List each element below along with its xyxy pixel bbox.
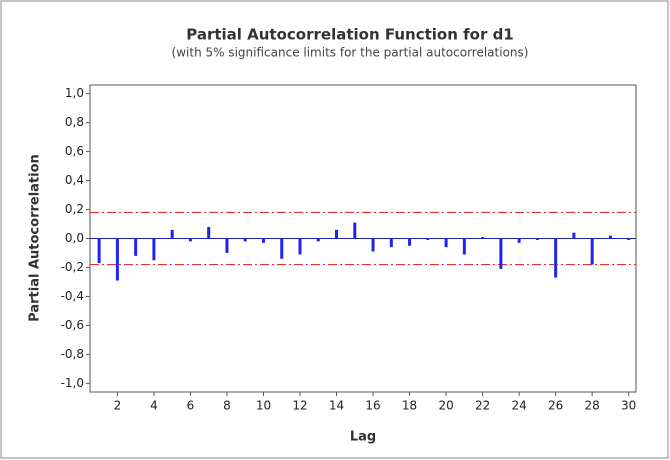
x-tick-label: 12 [292, 399, 307, 413]
x-tick-label: 16 [365, 399, 380, 413]
bar [572, 232, 576, 239]
x-tick-label: 4 [150, 399, 158, 413]
x-tick-label: 24 [511, 399, 526, 413]
bar [207, 226, 211, 239]
y-tick-label: 1,0 [65, 86, 84, 100]
y-tick-label: 0,2 [65, 202, 84, 216]
y-axis-label: Partial Autocorrelation [28, 154, 43, 322]
bar [426, 238, 430, 240]
x-tick-label: 20 [438, 399, 453, 413]
bar [115, 238, 119, 281]
x-tick-label: 28 [585, 399, 600, 413]
y-tick-label: -1,0 [61, 376, 84, 390]
bar [499, 238, 503, 269]
bar [627, 238, 631, 240]
bar [225, 238, 229, 253]
bar [608, 235, 612, 239]
bar [444, 238, 448, 248]
y-tick-label: -0,2 [61, 260, 84, 274]
x-tick-label: 10 [256, 399, 271, 413]
bar [316, 238, 320, 242]
bar [170, 229, 174, 239]
x-tick-label: 14 [329, 399, 344, 413]
bar [408, 238, 412, 246]
x-tick-label: 2 [114, 399, 122, 413]
y-tick-label: -0,6 [61, 318, 84, 332]
x-tick-label: 18 [402, 399, 417, 413]
y-tick-label: 0,8 [65, 115, 84, 129]
bar [517, 238, 521, 243]
bar [554, 238, 558, 278]
y-tick-label: 0,6 [65, 144, 84, 158]
bar [261, 238, 265, 243]
bar [335, 229, 339, 239]
chart-title: Partial Autocorrelation Function for d1 [186, 26, 514, 44]
bar [280, 238, 284, 259]
x-tick-label: 8 [223, 399, 231, 413]
bar [462, 238, 466, 255]
bar [188, 238, 192, 242]
bar [371, 238, 375, 252]
bar [298, 238, 302, 255]
chart-subtitle: (with 5% significance limits for the par… [172, 46, 529, 60]
x-tick-label: 30 [621, 399, 636, 413]
x-axis-label: Lag [350, 430, 376, 445]
bar [590, 238, 594, 265]
y-tick-label: 0,0 [65, 231, 84, 245]
x-tick-label: 22 [475, 399, 490, 413]
bar [389, 238, 393, 248]
bar [152, 238, 156, 261]
y-tick-label: -0,8 [61, 347, 84, 361]
y-tick-label: -0,4 [61, 289, 84, 303]
bar [481, 237, 485, 239]
bar [134, 238, 138, 256]
bar [535, 238, 539, 240]
bar [243, 238, 247, 242]
bar [97, 238, 101, 264]
x-tick-label: 6 [187, 399, 195, 413]
bar [353, 222, 357, 239]
x-tick-label: 26 [548, 399, 563, 413]
y-tick-label: 0,4 [65, 173, 84, 187]
